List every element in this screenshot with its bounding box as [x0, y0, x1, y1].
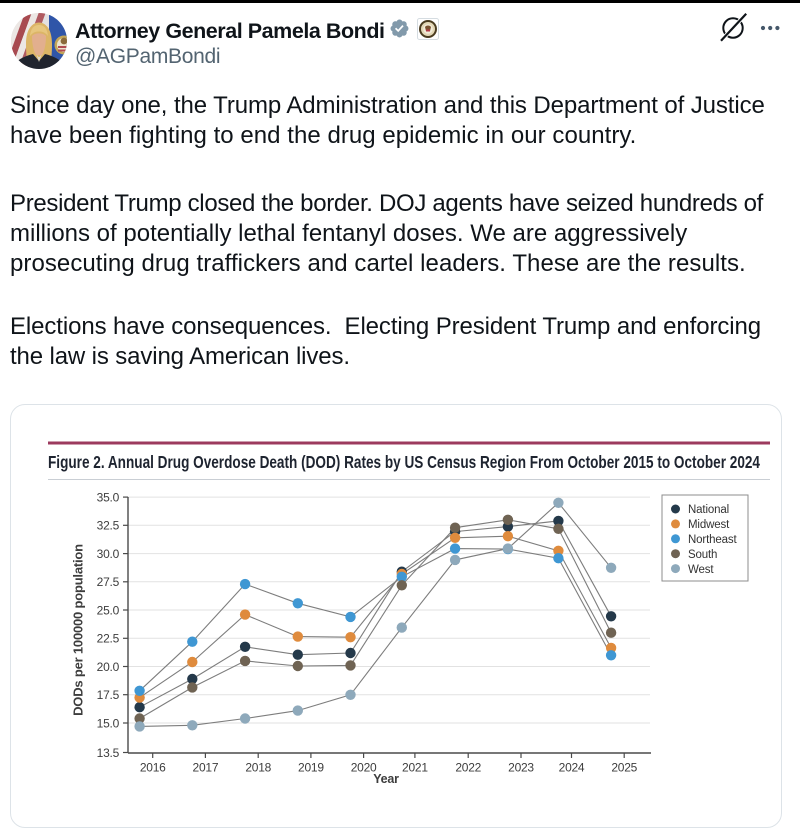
svg-text:2022: 2022 [455, 761, 481, 775]
svg-text:Year: Year [373, 772, 399, 786]
svg-text:20.0: 20.0 [97, 660, 120, 674]
svg-text:13.5: 13.5 [97, 746, 120, 760]
svg-text:15.0: 15.0 [97, 716, 120, 730]
svg-text:32.5: 32.5 [97, 519, 120, 533]
svg-text:2019: 2019 [298, 761, 324, 775]
svg-text:South: South [688, 549, 717, 561]
svg-text:35.0: 35.0 [97, 490, 120, 504]
svg-text:2024: 2024 [559, 761, 585, 775]
svg-text:2025: 2025 [611, 761, 637, 775]
svg-text:2018: 2018 [245, 761, 271, 775]
svg-text:2017: 2017 [193, 761, 219, 775]
svg-text:DODs per 100000 population: DODs per 100000 population [71, 544, 86, 716]
svg-text:17.5: 17.5 [97, 688, 120, 702]
svg-text:2021: 2021 [402, 761, 428, 775]
svg-text:27.5: 27.5 [97, 575, 120, 589]
svg-text:Northeast: Northeast [688, 534, 737, 546]
svg-text:West: West [688, 564, 714, 576]
svg-text:2023: 2023 [508, 761, 534, 775]
svg-text:Figure 2. Annual Drug Overdose: Figure 2. Annual Drug Overdose Death (DO… [48, 452, 760, 472]
svg-text:30.0: 30.0 [97, 547, 120, 561]
svg-text:National: National [688, 504, 729, 516]
svg-text:2016: 2016 [140, 761, 166, 775]
svg-text:2020: 2020 [351, 761, 377, 775]
svg-text:25.0: 25.0 [97, 603, 120, 617]
svg-text:22.5: 22.5 [97, 632, 120, 646]
svg-text:Midwest: Midwest [688, 519, 730, 531]
